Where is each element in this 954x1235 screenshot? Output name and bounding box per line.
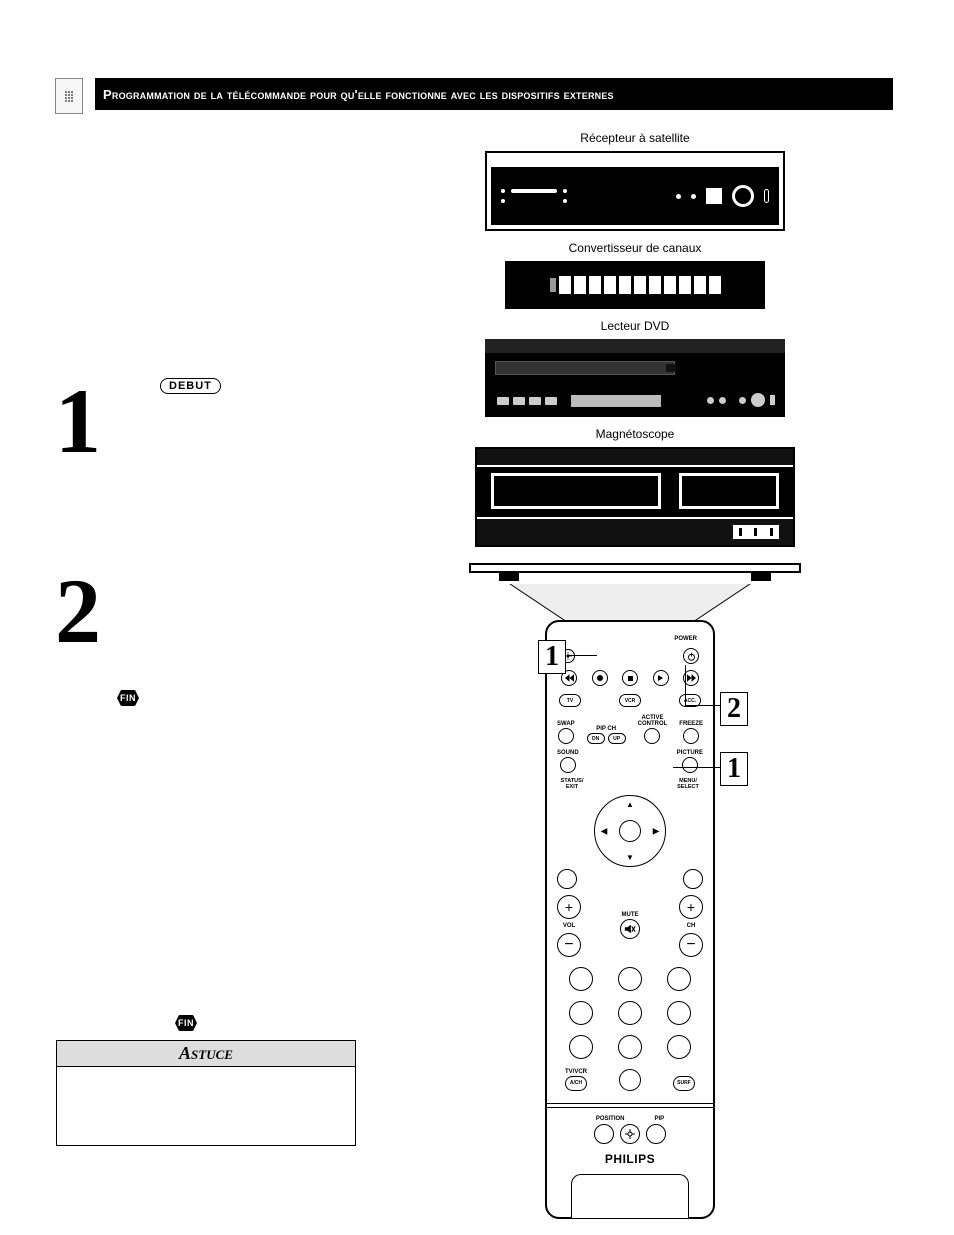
label-vcr: Magnétoscope <box>470 427 800 441</box>
label-satellite: Récepteur à satellite <box>470 131 800 145</box>
label-vol: VOL <box>563 923 575 929</box>
ch-down-button[interactable]: − <box>679 933 703 957</box>
pipch-up-button[interactable]: UP <box>608 733 626 744</box>
surf-button[interactable]: SURF <box>673 1076 695 1091</box>
status-exit-button[interactable] <box>557 869 577 889</box>
swap-button[interactable] <box>558 728 574 744</box>
callout-2-num: 2 <box>727 693 741 725</box>
pipch-dn-button[interactable]: DN <box>587 733 605 744</box>
num-9-button[interactable] <box>667 1035 691 1059</box>
dpad-left[interactable]: ◀ <box>601 826 607 835</box>
dpad[interactable]: ▲ ▼ ◀ ▶ <box>594 795 666 867</box>
debut-badge: DEBUT <box>160 378 221 394</box>
label-menu-select: MENU/ SELECT <box>673 779 703 791</box>
dpad-down[interactable]: ▼ <box>626 853 634 862</box>
label-power: POWER <box>674 636 697 642</box>
picture-button[interactable] <box>682 757 698 773</box>
label-cable: Convertisseur de canaux <box>470 241 800 255</box>
num-7-button[interactable] <box>569 1035 593 1059</box>
position-icon <box>625 1129 635 1139</box>
remote-grip-cutout <box>571 1174 689 1218</box>
label-pipch: PIP CH <box>596 726 616 732</box>
num-3-button[interactable] <box>667 967 691 991</box>
num-2-button[interactable] <box>618 967 642 991</box>
mute-icon <box>624 923 636 935</box>
tv-mode-button[interactable]: TV <box>559 694 581 707</box>
position-left-button[interactable] <box>594 1124 614 1144</box>
ch-up-button[interactable]: + <box>679 895 703 919</box>
dpad-ok[interactable] <box>619 820 641 842</box>
callout-1b: 1 <box>720 752 748 786</box>
tip-body <box>57 1067 355 1145</box>
dpad-up[interactable]: ▲ <box>626 800 634 809</box>
step-number-2: 2 <box>55 565 101 657</box>
label-pip: PIP <box>655 1116 665 1122</box>
vcr-mode-button[interactable]: VCR <box>619 694 641 707</box>
label-swap: SWAP <box>557 721 575 727</box>
label-position: POSITION <box>596 1116 625 1122</box>
mute-button[interactable] <box>620 919 640 939</box>
menu-select-button[interactable] <box>683 869 703 889</box>
sound-button[interactable] <box>560 757 576 773</box>
dvd-player <box>485 339 785 417</box>
label-freeze: FREEZE <box>679 721 703 727</box>
satellite-receiver <box>485 151 785 231</box>
vol-up-button[interactable]: + <box>557 895 581 919</box>
remote-control: POWER <box>545 620 715 1219</box>
ach-button[interactable]: A/CH <box>565 1076 587 1091</box>
label-status-exit: STATUS/ EXIT <box>557 779 587 791</box>
label-surf-spacer <box>683 1069 685 1075</box>
callout-1a: 1 <box>538 640 566 674</box>
label-ch: CH <box>687 923 696 929</box>
vcr <box>475 447 795 567</box>
fin-badge-inline: FIN <box>117 690 139 706</box>
step-number-1: 1 <box>55 375 101 467</box>
num-8-button[interactable] <box>618 1035 642 1059</box>
num-0-button[interactable] <box>619 1069 641 1091</box>
position-center-button[interactable] <box>620 1124 640 1144</box>
pip-button[interactable] <box>646 1124 666 1144</box>
number-pad <box>557 967 703 1059</box>
num-1-button[interactable] <box>569 967 593 991</box>
num-6-button[interactable] <box>667 1001 691 1025</box>
power-button[interactable] <box>683 648 699 664</box>
label-picture: PICTURE <box>677 750 703 756</box>
num-4-button[interactable] <box>569 1001 593 1025</box>
label-sound: SOUND <box>557 750 579 756</box>
label-mute: MUTE <box>622 912 639 918</box>
stop-button[interactable] <box>622 670 638 686</box>
tip-title: Astuce <box>57 1041 355 1067</box>
label-dvd: Lecteur DVD <box>470 319 800 333</box>
header-remote-icon <box>55 78 83 114</box>
callout-1a-num: 1 <box>545 641 559 673</box>
vol-down-button[interactable]: − <box>557 933 581 957</box>
label-active-control: ACTIVE CONTROL <box>638 715 668 727</box>
brand-logo: PHILIPS <box>557 1152 703 1166</box>
num-5-button[interactable] <box>618 1001 642 1025</box>
fin-badge-end: FIN <box>175 1015 197 1031</box>
dpad-right[interactable]: ▶ <box>653 826 659 835</box>
label-tvvcr: TV/VCR <box>565 1069 587 1075</box>
tip-box: Astuce <box>56 1040 356 1146</box>
active-control-button[interactable] <box>644 728 660 744</box>
record-button[interactable] <box>592 670 608 686</box>
callout-1b-num: 1 <box>727 753 741 785</box>
play-button[interactable] <box>653 670 669 686</box>
freeze-button[interactable] <box>683 728 699 744</box>
cable-converter <box>505 261 765 309</box>
page-title: Programmation de la télécommande pour qu… <box>95 78 893 110</box>
callout-2: 2 <box>720 692 748 726</box>
